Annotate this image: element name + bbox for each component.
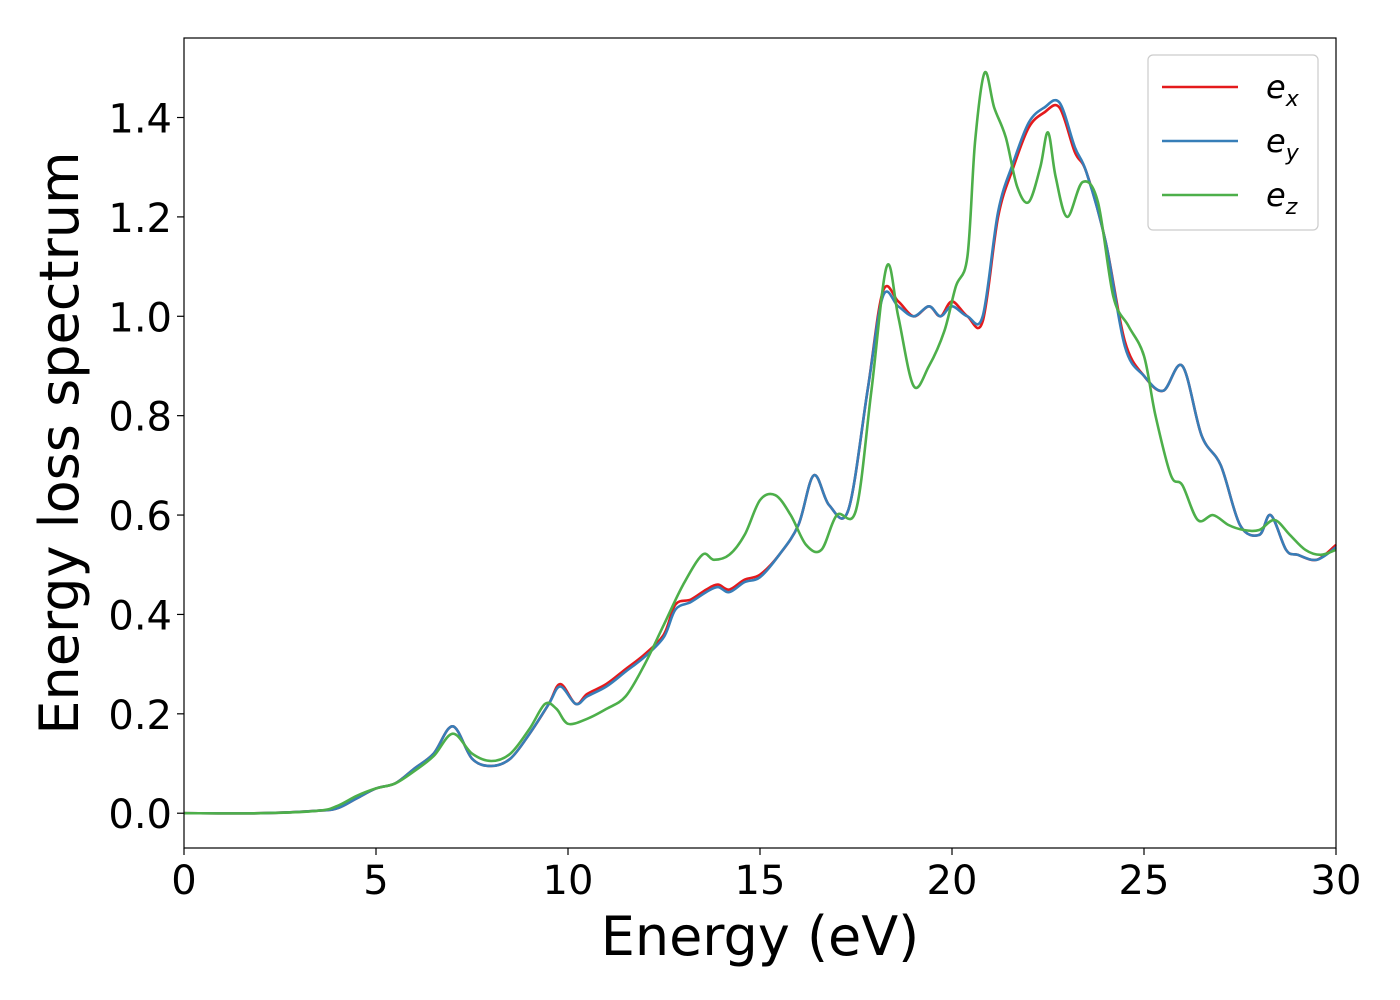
- y-tick-label: 0.2: [108, 693, 172, 739]
- y-tick-label: 1.4: [108, 97, 172, 143]
- x-tick-label: 10: [543, 858, 594, 904]
- y-tick-label: 0.0: [108, 792, 172, 838]
- x-axis-label: Energy (eV): [601, 905, 920, 968]
- y-tick-label: 0.4: [108, 593, 172, 639]
- y-tick-label: 0.6: [108, 494, 172, 540]
- series-line-z: [183, 70, 1337, 815]
- x-tick-label: 5: [363, 858, 388, 904]
- y-tick-label: 1.2: [108, 196, 172, 242]
- y-tick-label: 0.8: [108, 395, 172, 441]
- series-layer: [183, 70, 1337, 815]
- legend-label-x: ex: [1266, 68, 1300, 112]
- y-tick-label: 1.0: [108, 295, 172, 341]
- x-tick-label: 20: [927, 858, 978, 904]
- axis-ticks: 0 5 10 15 20 25 30 0.0 0.2 0.4 0.6 0.8 1.0 1.2 1.4: [108, 97, 1361, 904]
- legend: ex ey ez: [1147, 54, 1319, 231]
- x-tick-label: 30: [1311, 858, 1362, 904]
- y-axis-label: Energy loss spectrum: [28, 151, 91, 734]
- x-tick-label: 25: [1119, 858, 1170, 904]
- legend-label-z: ez: [1266, 176, 1298, 220]
- x-tick-label: 0: [171, 858, 196, 904]
- legend-box: [1147, 54, 1319, 231]
- x-tick-label: 15: [735, 858, 786, 904]
- legend-label-y: ey: [1266, 122, 1300, 166]
